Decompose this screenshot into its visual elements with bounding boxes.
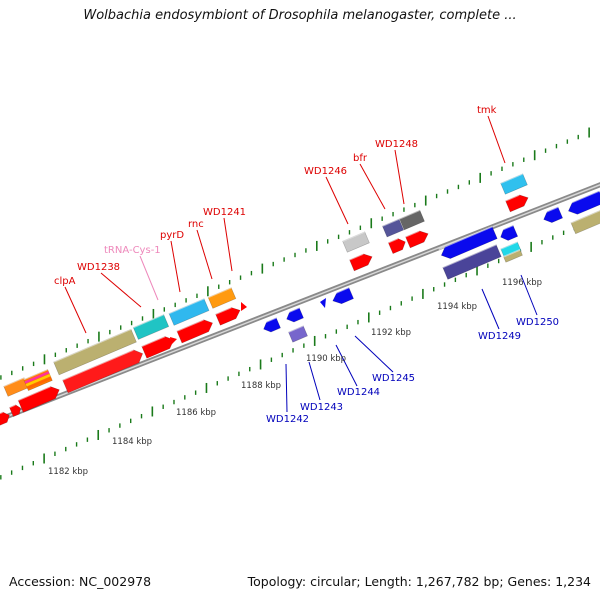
gene-features: [0, 173, 600, 427]
leader-wd1238: [100, 272, 142, 308]
leader-wd1249: [481, 288, 500, 330]
cds-red-arrow-1[interactable]: [0, 410, 12, 427]
gene-label-bfr[interactable]: bfr: [353, 153, 368, 164]
ruler-label-1188: 1188 kbp: [241, 381, 281, 391]
leader-clpa: [64, 286, 87, 334]
genome-summary: Topology: circular; Length: 1,267,782 bp…: [247, 574, 591, 589]
cds-blue-arrow-wd1249[interactable]: [438, 225, 498, 262]
gene-label-wd1250[interactable]: WD1250: [516, 317, 559, 328]
cds-lower-purple-wd1249[interactable]: [442, 243, 502, 280]
leader-wd1244: [335, 344, 358, 387]
cds-upper-cyan-wd1238[interactable]: [132, 313, 170, 340]
cds-red-arrow-wd1248[interactable]: [405, 228, 431, 249]
leader-wd1248: [394, 149, 405, 205]
ruler-label-1186: 1186 kbp: [176, 408, 216, 418]
ruler-label-1196: 1196 kbp: [502, 278, 542, 288]
gene-label-wd1243[interactable]: WD1243: [300, 402, 343, 413]
label-leader-lines: [64, 115, 538, 413]
cds-lower-olive-wd1250[interactable]: [503, 248, 523, 263]
gene-label-wd1249[interactable]: WD1249: [478, 331, 521, 342]
leader-trna-cys-1: [139, 255, 159, 301]
cds-blue-arrow-wd1242[interactable]: [261, 317, 281, 334]
ruler-label-1182: 1182 kbp: [48, 467, 88, 477]
tick-marks: [0, 127, 597, 480]
cds-red-arrow-clpa[interactable]: [62, 347, 146, 394]
cds-red-arrow-2[interactable]: [9, 403, 22, 417]
map-title: Wolbachia endosymbiont of Drosophila mel…: [83, 8, 517, 23]
cds-red-triangle-rnc[interactable]: [241, 302, 247, 311]
ruler-label-1192: 1192 kbp: [371, 328, 411, 338]
gene-label-wd1248[interactable]: WD1248: [375, 139, 418, 150]
cds-red-arrow-3[interactable]: [17, 384, 62, 413]
lower-tick-row: [0, 216, 597, 480]
backbone-highlight: [0, 184, 600, 420]
upper-tick-row: [0, 127, 590, 380]
cds-stripes: [24, 371, 52, 390]
cds-red-arrow-6[interactable]: [215, 305, 243, 326]
leader-pyrd: [170, 240, 181, 293]
ruler-labels: 1182 kbp 1184 kbp 1186 kbp 1188 kbp 1190…: [48, 278, 542, 477]
cds-blue-arrow-right-1[interactable]: [541, 206, 564, 225]
cds-blue-arrow-wd1250a[interactable]: [497, 224, 519, 242]
ruler-label-1194: 1194 kbp: [437, 302, 477, 312]
ruler-label-1184: 1184 kbp: [112, 437, 152, 447]
cds-upper-cyan-tmk[interactable]: [500, 173, 528, 195]
leader-rnc: [196, 229, 213, 280]
cds-upper-olive-clpa[interactable]: [53, 328, 137, 376]
cds-upper-grey-wd1246[interactable]: [342, 231, 370, 253]
ruler-label-1190: 1190 kbp: [306, 354, 346, 364]
cds-upper-cyan-pyrd[interactable]: [168, 297, 210, 326]
leader-wd1243: [308, 361, 321, 401]
leader-wd1250: [520, 274, 538, 316]
cds-red-arrow-tmk[interactable]: [505, 192, 531, 213]
cds-lower-cyan-wd1250[interactable]: [500, 241, 522, 259]
gene-label-clpa[interactable]: clpA: [54, 276, 76, 287]
gene-label-wd1241[interactable]: WD1241: [203, 207, 246, 218]
cds-upper-grey-wd1248[interactable]: [399, 209, 425, 231]
gene-label-wd1244[interactable]: WD1244: [337, 387, 380, 398]
cds-red-triangle-trna[interactable]: [170, 337, 177, 345]
gene-label-tmk[interactable]: tmk: [477, 105, 497, 116]
leader-wd1246: [325, 176, 349, 225]
cds-upper-orange-rnc[interactable]: [207, 286, 237, 309]
gene-label-wd1246[interactable]: WD1246: [304, 166, 347, 177]
cds-blue-arrow-right-2[interactable]: [565, 190, 600, 217]
cds-red-arrow-bfr[interactable]: [387, 236, 407, 255]
leader-tmk: [487, 115, 506, 164]
accession-info: Accession: NC_002978: [9, 574, 152, 589]
leader-wd1242: [285, 363, 288, 413]
leader-wd1241: [223, 217, 233, 272]
leader-bfr: [359, 163, 386, 210]
cds-blue-arrow-wd1244[interactable]: [330, 286, 354, 307]
cds-red-arrow-wd1246[interactable]: [349, 251, 375, 272]
cds-lower-purple-wd1243[interactable]: [288, 325, 308, 343]
cds-blue-triangle[interactable]: [320, 298, 326, 308]
genome-backbone: [0, 182, 600, 422]
gene-label-rnc[interactable]: rnc: [188, 219, 204, 230]
cds-upper-purple-bfr[interactable]: [381, 218, 405, 238]
cds-lower-olive-right[interactable]: [570, 209, 600, 235]
gene-label-wd1238[interactable]: WD1238: [77, 262, 120, 273]
gene-labels: clpA WD1238 tRNA-Cys-1 pyrD rnc WD1241 W…: [54, 105, 559, 425]
gene-label-pyrd[interactable]: pyrD: [160, 230, 184, 241]
gene-label-wd1245[interactable]: WD1245: [372, 373, 415, 384]
gene-label-wd1242[interactable]: WD1242: [266, 414, 309, 425]
cds-red-arrow-5[interactable]: [176, 317, 215, 344]
gene-label-trna-cys-1[interactable]: tRNA-Cys-1: [104, 245, 161, 256]
leader-wd1245: [354, 335, 394, 373]
cds-blue-arrow-wd1243[interactable]: [284, 307, 304, 324]
